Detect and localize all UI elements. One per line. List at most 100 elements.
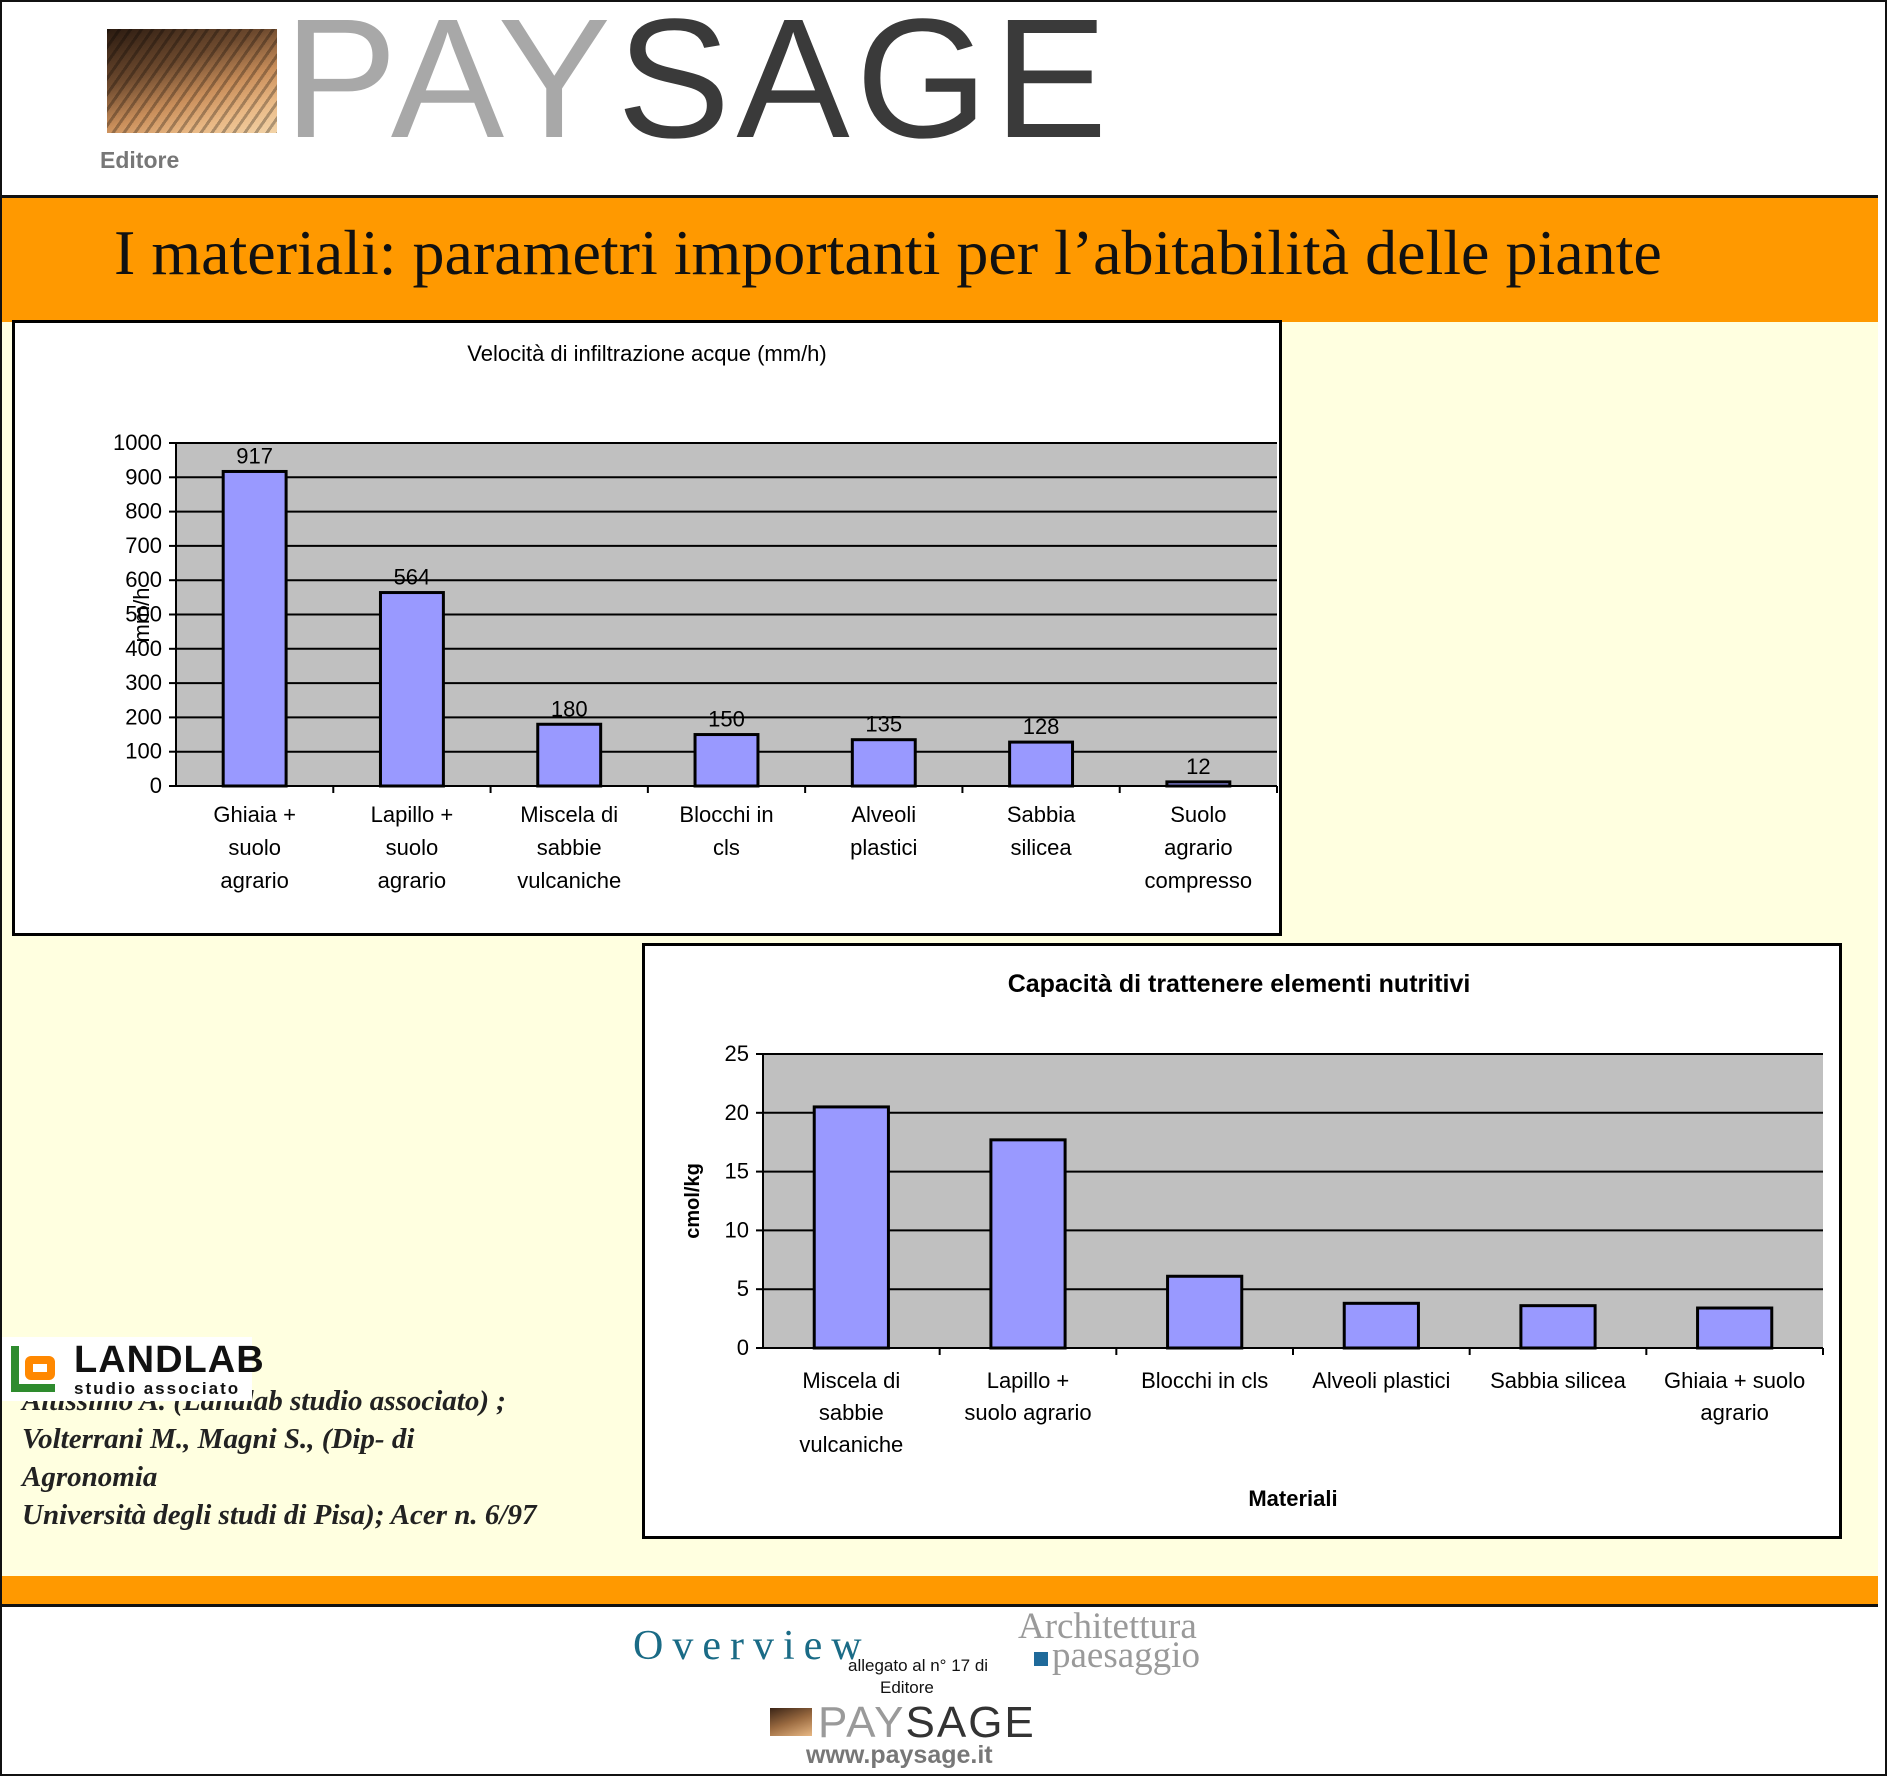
y-tick-label: 200: [125, 704, 162, 729]
bar: [1008, 740, 1075, 788]
category-label: Ghiaia +: [213, 802, 296, 827]
data-label: 180: [551, 696, 588, 721]
category-label: Lapillo +: [987, 1368, 1070, 1393]
bar: [221, 469, 288, 788]
bar: [850, 738, 917, 788]
mini-brand-part-2: SAGE: [905, 1698, 1036, 1747]
overview-logo: Overview: [633, 1623, 871, 1669]
slide: I materiali: parametri importanti per l’…: [2, 195, 1878, 1607]
data-label: 917: [236, 443, 273, 468]
category-label: compresso: [1145, 868, 1253, 893]
bottom-band: [2, 1576, 1878, 1604]
architettura-logo-line2: paesaggio: [1052, 1635, 1200, 1676]
category-label: Alveoli plastici: [1312, 1368, 1450, 1393]
allegato-text: allegato al n° 17 di: [848, 1656, 989, 1675]
category-label: Ghiaia + suolo: [1664, 1368, 1805, 1393]
bar: [1166, 1274, 1244, 1350]
category-label: Miscela di: [802, 1368, 900, 1393]
mini-brand-part-1: PAY: [818, 1698, 906, 1747]
paysage-logo-image: [107, 29, 277, 133]
data-label: 150: [708, 707, 745, 732]
category-label: agrario: [1164, 835, 1232, 860]
citation: Altissimo A. (Landlab studio associato) …: [22, 1382, 536, 1534]
category-label: suolo agrario: [964, 1400, 1091, 1425]
category-label: Sabbia: [1007, 802, 1076, 827]
category-label: Suolo: [1170, 802, 1226, 827]
bar: [989, 1138, 1067, 1350]
y-tick-label: 600: [125, 567, 162, 592]
y-tick-label: 1000: [113, 430, 162, 455]
y-tick-label: 10: [725, 1217, 749, 1242]
infiltration-chart-svg: 0 100 200 300 400 500 600 700 800 900 1000 917 Ghiai…: [113, 341, 1278, 893]
architettura-logo-line1: Architettura: [1018, 1606, 1197, 1647]
category-label: agrario: [1700, 1400, 1768, 1425]
category-label: agrario: [220, 868, 288, 893]
bar: [1342, 1301, 1420, 1350]
category-label: suolo: [228, 835, 281, 860]
slide-title: I materiali: parametri importanti per l’…: [114, 217, 1662, 288]
allegato-editore: Editore: [880, 1678, 934, 1697]
y-tick-label: 700: [125, 533, 162, 558]
y-axis-label: cmol/kg: [682, 1163, 704, 1239]
architettura-square-icon: [1034, 1652, 1048, 1666]
y-tick-label: 20: [725, 1100, 749, 1125]
bar: [1165, 780, 1232, 788]
y-tick-label: 15: [725, 1159, 749, 1184]
category-label: plastici: [850, 835, 917, 860]
x-axis-label: Materiali: [1248, 1486, 1337, 1511]
y-tick-label: 500: [125, 602, 162, 627]
data-label: 135: [865, 712, 902, 737]
y-tick-label: 5: [737, 1276, 749, 1301]
bar: [812, 1105, 890, 1350]
infiltration-chart: 0 100 200 300 400 500 600 700 800 900 1000 917 Ghiai…: [12, 320, 1282, 936]
category-label: Blocchi in cls: [1141, 1368, 1268, 1393]
paysage-mini-brand: PAYSAGE: [818, 1698, 1036, 1748]
category-label: Alveoli: [851, 802, 916, 827]
paysage-mini-logo-image: [770, 1708, 812, 1736]
y-tick-label: 400: [125, 636, 162, 661]
bar: [1519, 1304, 1597, 1350]
paysage-brand: PAYSAGE: [284, 0, 1113, 164]
bar: [1696, 1306, 1774, 1350]
landlab-name: LANDLAB: [74, 1339, 265, 1381]
plot-area: [763, 1054, 1823, 1348]
bar: [378, 591, 445, 788]
y-tick-label: 300: [125, 670, 162, 695]
category-label: vulcaniche: [517, 868, 621, 893]
y-tick-label: 0: [150, 773, 162, 798]
brand-part-1: PAY: [284, 0, 617, 174]
brand-part-2: SAGE: [616, 0, 1114, 174]
category-label: silicea: [1011, 835, 1073, 860]
data-label: 564: [394, 565, 431, 590]
bar: [536, 722, 603, 788]
citation-line: Volterrani M., Magni S., (Dip- di: [22, 1423, 415, 1455]
chart-title: Velocità di infiltrazione acque (mm/h): [467, 341, 827, 366]
y-tick-label: 0: [737, 1335, 749, 1360]
nutrient-chart-svg: 0 5 10 15 20 25 Miscela di sabbie vulcaniche Lapi…: [682, 970, 1824, 1511]
y-tick-label: 100: [125, 739, 162, 764]
category-label: agrario: [378, 868, 446, 893]
nutrient-chart: 0 5 10 15 20 25 Miscela di sabbie vulcaniche Lapi…: [642, 943, 1842, 1539]
citation-line: Università degli studi di Pisa); Acer n.…: [22, 1499, 537, 1531]
landlab-subtitle: studio associato: [74, 1379, 241, 1398]
title-band: I materiali: parametri importanti per l’…: [2, 198, 1878, 322]
y-tick-label: 800: [125, 499, 162, 524]
data-label: 12: [1186, 754, 1210, 779]
y-axis-label: mm/h: [129, 588, 154, 643]
bar: [693, 733, 760, 788]
category-label: Lapillo +: [371, 802, 454, 827]
y-tick-label: 900: [125, 464, 162, 489]
y-tick-label: 25: [725, 1041, 749, 1066]
category-label: cls: [713, 835, 740, 860]
category-label: suolo: [386, 835, 439, 860]
category-label: Sabbia silicea: [1490, 1368, 1627, 1393]
landlab-logo: LANDLAB studio associato: [2, 1337, 264, 1401]
category-label: vulcaniche: [799, 1432, 903, 1457]
category-label: sabbie: [819, 1400, 884, 1425]
data-label: 128: [1023, 714, 1060, 739]
landlab-mark-icon: [11, 1346, 55, 1392]
editore-label: Editore: [100, 147, 180, 173]
category-label: Blocchi in: [679, 802, 773, 827]
website-url: www.paysage.it: [806, 1741, 993, 1769]
